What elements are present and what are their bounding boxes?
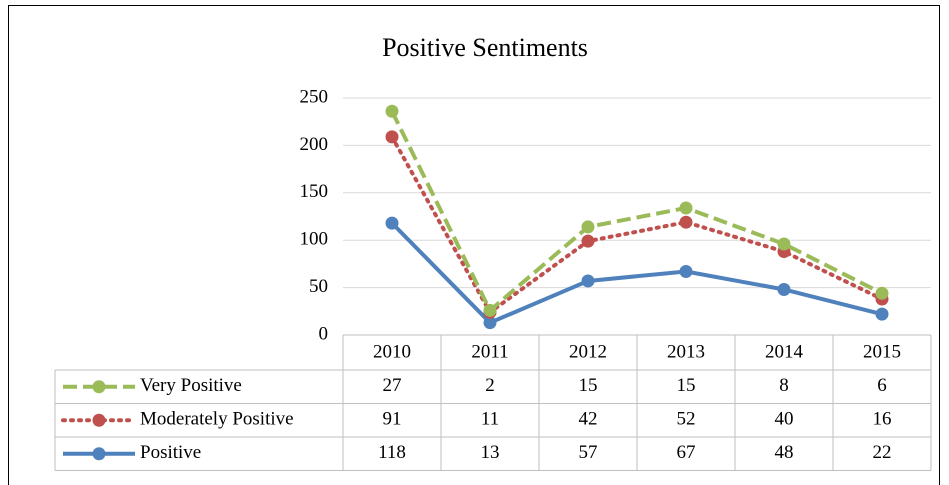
series-line bbox=[390, 134, 884, 315]
table-value: 15 bbox=[579, 375, 598, 396]
point bbox=[483, 303, 497, 317]
y-tick-label: 150 bbox=[300, 181, 329, 202]
point bbox=[581, 234, 595, 248]
table-value: 15 bbox=[677, 375, 696, 396]
legend-label: Positive bbox=[140, 442, 201, 463]
table-value: 91 bbox=[383, 409, 402, 430]
table-value: 57 bbox=[579, 442, 598, 463]
table-value: 16 bbox=[873, 409, 892, 430]
table-value: 6 bbox=[877, 375, 887, 396]
legend-marker bbox=[92, 413, 106, 427]
table-value: 22 bbox=[873, 442, 892, 463]
series-line bbox=[390, 221, 883, 325]
x-tick-label: 2011 bbox=[471, 341, 508, 362]
point bbox=[581, 220, 595, 234]
point bbox=[483, 316, 497, 330]
point bbox=[777, 237, 791, 251]
plot bbox=[385, 104, 889, 330]
point bbox=[777, 282, 791, 296]
table-value: 40 bbox=[775, 409, 794, 430]
legend-label: Moderately Positive bbox=[140, 409, 294, 430]
table-value: 13 bbox=[481, 442, 500, 463]
point bbox=[679, 215, 693, 229]
x-tick-label: 2014 bbox=[765, 341, 804, 362]
table-value: 8 bbox=[779, 375, 789, 396]
point bbox=[679, 264, 693, 278]
table-value: 52 bbox=[677, 409, 696, 430]
y-tick-label: 50 bbox=[309, 276, 328, 297]
table-value: 67 bbox=[677, 442, 696, 463]
chart-title: Positive Sentiments bbox=[382, 33, 588, 62]
x-tick-label: 2015 bbox=[863, 341, 901, 362]
legend-marker bbox=[92, 380, 106, 394]
data-table: 2010 2011 2012 2013 2014 2015 Very Positive 27 2… bbox=[54, 334, 932, 471]
y-tick-label: 100 bbox=[300, 229, 329, 250]
point bbox=[385, 104, 399, 118]
table-value: 42 bbox=[579, 409, 598, 430]
series-line bbox=[390, 110, 883, 313]
legend-label: Very Positive bbox=[140, 375, 242, 396]
table-value: 11 bbox=[481, 409, 499, 430]
table-value: 27 bbox=[383, 375, 402, 396]
y-tick-label: 0 bbox=[319, 323, 329, 344]
point bbox=[385, 130, 399, 144]
legend-marker bbox=[92, 447, 106, 461]
point bbox=[875, 307, 889, 321]
y-tick-label: 250 bbox=[300, 86, 329, 107]
x-tick-label: 2010 bbox=[373, 341, 411, 362]
point bbox=[875, 286, 889, 300]
table-value: 2 bbox=[485, 375, 495, 396]
table-value: 118 bbox=[378, 442, 406, 463]
point bbox=[679, 201, 693, 215]
table-value: 48 bbox=[775, 442, 794, 463]
x-tick-label: 2013 bbox=[667, 341, 705, 362]
point bbox=[581, 274, 595, 288]
x-tick-label: 2012 bbox=[569, 341, 607, 362]
point bbox=[385, 216, 399, 230]
y-tick-label: 200 bbox=[300, 134, 329, 155]
